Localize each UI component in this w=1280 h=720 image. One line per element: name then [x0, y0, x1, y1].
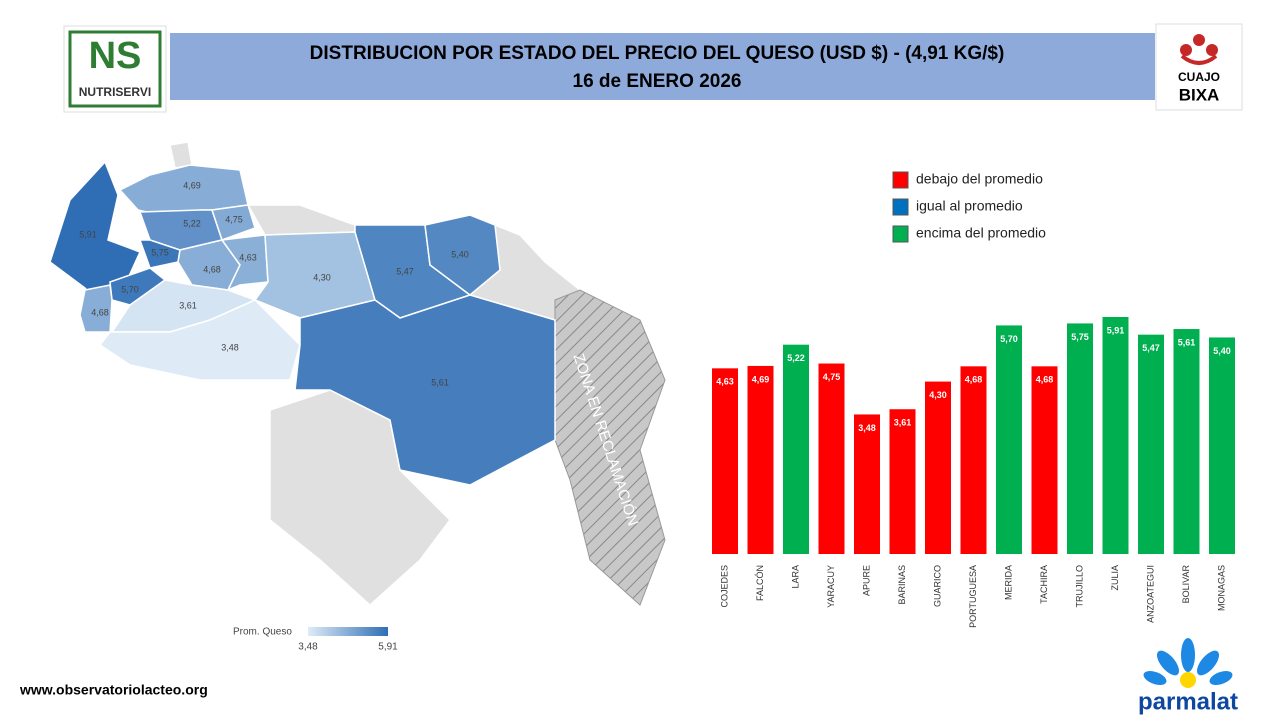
bar-value-label: 4,69 [752, 374, 770, 384]
title: DISTRIBUCION POR ESTADO DEL PRECIO DEL Q… [310, 43, 1005, 64]
x-tick-label: GUARICO [932, 565, 942, 607]
x-tick-label: TACHIRA [1039, 565, 1049, 604]
bar [1209, 337, 1235, 554]
bar-value-label: 5,22 [787, 353, 805, 363]
map-region [424, 214, 501, 296]
x-tick-label: COJEDES [719, 565, 729, 608]
x-tick-label: TRUJILLO [1074, 565, 1084, 608]
title-band [170, 33, 1155, 100]
logo-bottom: parmalat [1138, 638, 1238, 715]
scale-bar [308, 627, 388, 636]
x-tick-label: ZULIA [1110, 565, 1120, 591]
legend-swatch [892, 198, 909, 216]
map-value-label: 4,68 [91, 307, 109, 317]
legend-label: debajo del promedio [916, 171, 1043, 187]
logo-text: parmalat [1138, 688, 1238, 715]
bar-value-label: 3,61 [894, 418, 912, 428]
legend-label: igual al promedio [916, 198, 1023, 214]
bar [783, 344, 809, 554]
x-tick-label: BARINAS [897, 565, 907, 605]
bar-value-label: 5,91 [1107, 325, 1125, 335]
bar [1067, 323, 1093, 554]
bar-value-label: 5,75 [1071, 332, 1089, 342]
bar-value-label: 4,63 [716, 377, 734, 387]
logo-name: NUTRISERVI [79, 85, 151, 99]
bar-value-label: 3,48 [858, 423, 876, 433]
bar-value-label: 5,70 [1000, 334, 1018, 344]
bar-value-label: 5,47 [1142, 343, 1160, 353]
footer-url: www.observatoriolacteo.org [19, 682, 208, 698]
x-tick-label: MONAGAS [1216, 565, 1226, 611]
bar-value-label: 5,40 [1213, 346, 1231, 356]
bar-value-label: 4,30 [929, 390, 947, 400]
x-tick-label: YARACUY [826, 565, 836, 608]
map-value-label: 4,75 [225, 214, 243, 224]
bar [747, 365, 774, 554]
map-region-nodata [169, 141, 193, 169]
map-value-label: 3,61 [179, 300, 197, 310]
map-value-label: 5,47 [396, 266, 414, 276]
map-value-label: 4,68 [203, 264, 221, 274]
legend-swatch [892, 225, 909, 243]
x-tick-label: MERIDA [1003, 565, 1013, 600]
logo-left: NS NUTRISERVI [63, 25, 167, 113]
x-tick-label: PORTUGUESA [968, 565, 978, 628]
map-region-nodata [246, 204, 356, 236]
legend-swatch [892, 171, 909, 189]
bar-value-label: 5,61 [1178, 337, 1196, 347]
bar [1138, 334, 1164, 554]
bar [996, 325, 1022, 554]
map-value-label: 5,40 [451, 249, 469, 259]
bar-value-label: 4,68 [1036, 375, 1054, 385]
logo-text: BIXA [1179, 85, 1220, 104]
x-tick-label: APURE [861, 565, 871, 596]
bar [818, 363, 845, 554]
bar [712, 368, 738, 554]
x-tick-label: FALCÓN [755, 565, 765, 601]
scale-tick-label: 5,91 [378, 642, 398, 653]
map-region [294, 294, 556, 486]
map-region [98, 299, 301, 381]
map-value-label: 4,30 [313, 272, 331, 282]
bar [960, 366, 987, 554]
bar [1031, 366, 1058, 554]
bar [925, 381, 951, 554]
bar-value-label: 4,68 [965, 375, 983, 385]
x-tick-label: LARA [790, 565, 800, 589]
logo-mark: NS [89, 35, 142, 77]
bar [889, 409, 916, 554]
map-region [211, 204, 256, 241]
bar [1102, 317, 1129, 554]
map-value-label: 3,48 [221, 342, 239, 352]
bar [1173, 329, 1200, 554]
x-tick-label: BOLIVAR [1181, 565, 1191, 604]
x-tick-label: ANZOATEGUI [1145, 565, 1155, 623]
map-value-label: 4,63 [239, 252, 257, 262]
bar-value-label: 4,75 [823, 372, 841, 382]
map-value-label: 4,69 [183, 180, 201, 190]
bar [854, 414, 880, 554]
map-value-label: 5,61 [431, 377, 449, 387]
subtitle: 16 de ENERO 2026 [573, 71, 742, 92]
logo-text: CUAJO [1178, 70, 1220, 84]
map-value-label: 5,22 [183, 218, 201, 228]
scale-tick-label: 3,48 [298, 642, 318, 653]
map-value-label: 5,70 [121, 284, 139, 294]
map-value-label: 5,91 [79, 229, 97, 239]
map-value-label: 5,75 [151, 247, 169, 257]
legend-label: encima del promedio [916, 225, 1046, 241]
logo-right: CUAJO BIXA [1155, 23, 1243, 111]
scale-title: Prom. Queso [233, 627, 292, 638]
